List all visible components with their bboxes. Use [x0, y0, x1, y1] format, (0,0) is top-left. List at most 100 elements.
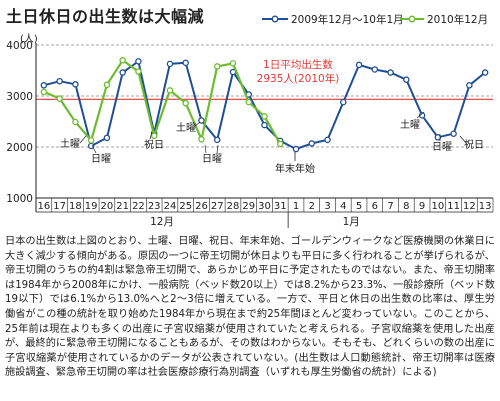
annotation-holiday-left: 祝日	[144, 138, 164, 151]
data-point	[308, 140, 316, 147]
x-tick-label: 29	[242, 201, 255, 212]
data-point	[135, 68, 142, 75]
x-tick-label: 11	[447, 201, 460, 212]
x-tick-label: 26	[195, 201, 208, 212]
data-point	[72, 118, 79, 126]
article-body: 日本の出生数は上図のとおり、土曜、日曜、祝日、年末年始、ゴールデンウィークなど医…	[5, 236, 495, 379]
data-point	[340, 98, 347, 106]
data-point	[418, 112, 426, 119]
data-point	[87, 137, 95, 144]
annotation-sunday-left: 日曜	[91, 153, 111, 165]
data-point	[166, 60, 174, 68]
data-point	[119, 57, 126, 64]
series-line	[43, 59, 282, 145]
data-point	[261, 113, 268, 120]
annotation-pointer	[216, 144, 219, 154]
data-point	[245, 98, 252, 106]
data-point	[56, 95, 63, 102]
x-tick-label: 28	[227, 201, 240, 212]
data-point	[324, 136, 331, 144]
x-tick-label: 16	[38, 201, 51, 212]
data-point	[103, 81, 111, 89]
data-point	[198, 117, 205, 124]
annotation-pointer	[204, 144, 207, 154]
data-point	[371, 66, 379, 73]
x-tick-label: 22	[132, 201, 145, 212]
annotation-saturday-mid: 土曜	[176, 121, 196, 134]
x-tick-label: 1	[293, 201, 299, 212]
data-point	[355, 61, 363, 69]
x-tick-label: 9	[419, 201, 425, 212]
data-point	[119, 69, 126, 76]
annotation-sunday-mid: 日曜	[202, 153, 222, 165]
data-point	[213, 63, 221, 70]
data-point	[229, 60, 237, 67]
data-point	[103, 134, 111, 142]
annotation-pointer	[79, 135, 87, 144]
data-point	[434, 134, 442, 141]
data-point	[450, 130, 457, 137]
x-tick-label: 4	[340, 201, 346, 212]
annotation-saturday-left: 土曜	[60, 137, 80, 150]
month-label-december: 12月	[150, 216, 174, 228]
data-point	[40, 82, 48, 89]
data-point	[150, 132, 158, 140]
x-tick-label: 24	[164, 201, 177, 212]
annotation-year-end: 年末年始	[275, 162, 315, 175]
annotation-pointer	[459, 135, 467, 144]
annotation-pointer	[193, 121, 201, 128]
x-tick-label: 7	[387, 201, 393, 212]
x-tick-label: 13	[479, 201, 492, 212]
data-point	[182, 59, 189, 67]
x-tick-label: 19	[85, 201, 98, 212]
data-point	[481, 69, 489, 76]
month-label-january: 1月	[343, 216, 360, 228]
data-point	[72, 81, 79, 88]
x-tick-label: 30	[258, 201, 271, 212]
data-point	[87, 142, 95, 150]
x-tick-label: 17	[53, 201, 66, 212]
data-point	[261, 121, 268, 129]
y-tick-label: 1000	[6, 193, 33, 205]
annotation-saturday-right: 土曜	[400, 118, 420, 131]
chart-title: 土日休日の出生数は大幅減	[6, 7, 205, 26]
data-point	[466, 82, 473, 89]
data-point	[56, 77, 63, 85]
reference-label-line2: 2935人(2010年)	[257, 72, 340, 85]
annotation-sunday-right: 日曜	[432, 141, 452, 153]
x-tick-label: 12	[463, 201, 476, 212]
x-tick-label: 23	[148, 201, 161, 212]
data-point	[40, 88, 48, 96]
x-tick-label: 27	[211, 201, 224, 212]
x-tick-label: 18	[69, 201, 82, 212]
data-point	[166, 87, 174, 94]
x-tick-label: 21	[116, 201, 129, 212]
x-tick-label: 31	[274, 201, 287, 212]
y-tick-label: 2000	[6, 142, 33, 154]
legend-label: 2009年12月～10年1月	[291, 13, 404, 26]
annotation-pointer	[91, 144, 97, 154]
reference-label-line1: 1日平均出生数	[263, 58, 333, 71]
data-point	[292, 145, 300, 153]
data-point	[403, 76, 410, 83]
x-tick-label: 10	[431, 201, 444, 212]
legend-marker	[408, 15, 416, 23]
y-axis-unit-label: (人)	[20, 33, 38, 45]
data-point	[277, 140, 284, 148]
annotation-holiday-right: 祝日	[464, 138, 484, 151]
annotation-pointer	[416, 111, 425, 119]
legend-label: 2010年12月	[427, 13, 488, 26]
data-point	[135, 58, 142, 65]
x-tick-label: 20	[101, 201, 114, 212]
x-tick-label: 2	[309, 201, 315, 212]
x-tick-label: 6	[372, 201, 378, 212]
legend-marker	[271, 15, 279, 23]
y-tick-label: 3000	[6, 91, 33, 103]
data-point	[182, 99, 189, 107]
data-point	[387, 69, 394, 76]
y-tick-label: 4000	[6, 40, 33, 52]
x-tick-label: 8	[403, 201, 409, 212]
data-point	[213, 136, 221, 144]
